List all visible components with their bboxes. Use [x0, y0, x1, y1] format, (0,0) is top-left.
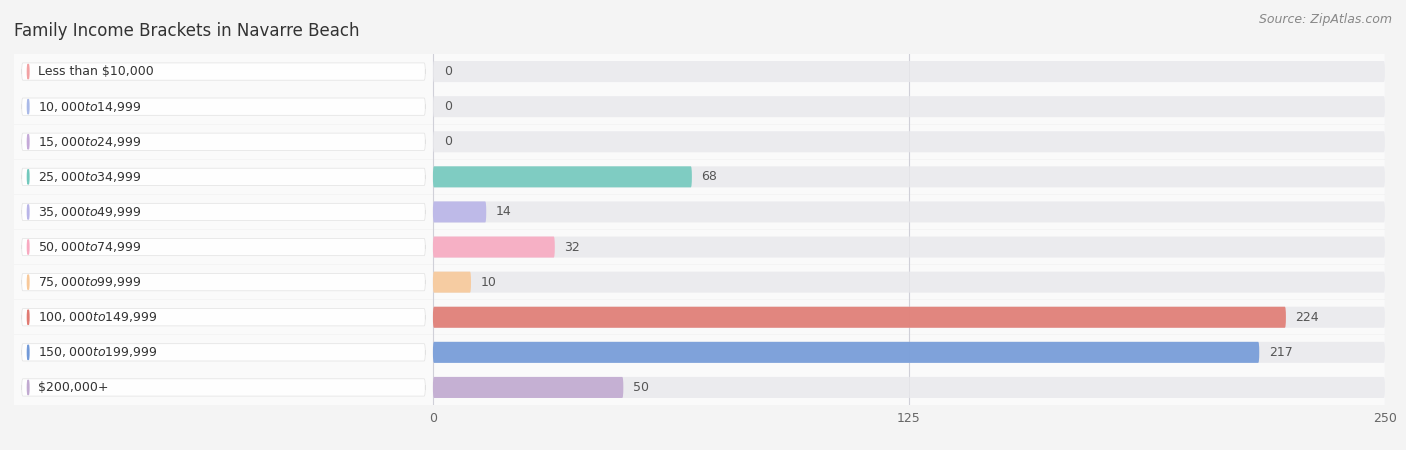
Text: 50: 50	[633, 381, 648, 394]
Circle shape	[27, 275, 30, 289]
FancyBboxPatch shape	[21, 203, 426, 220]
Text: 224: 224	[1295, 311, 1319, 324]
FancyBboxPatch shape	[433, 272, 471, 292]
FancyBboxPatch shape	[433, 272, 1385, 292]
Text: 68: 68	[702, 171, 717, 183]
Circle shape	[27, 310, 30, 324]
Circle shape	[27, 64, 30, 79]
FancyBboxPatch shape	[433, 61, 1385, 82]
Text: 14: 14	[496, 206, 512, 218]
FancyBboxPatch shape	[21, 379, 426, 396]
Text: $75,000 to $99,999: $75,000 to $99,999	[38, 275, 142, 289]
Text: 0: 0	[444, 135, 453, 148]
FancyBboxPatch shape	[433, 166, 1385, 187]
Circle shape	[27, 170, 30, 184]
FancyBboxPatch shape	[433, 377, 623, 398]
FancyBboxPatch shape	[433, 131, 1385, 152]
FancyBboxPatch shape	[14, 300, 1385, 334]
Text: 217: 217	[1268, 346, 1292, 359]
FancyBboxPatch shape	[14, 195, 1385, 229]
FancyBboxPatch shape	[14, 160, 1385, 194]
FancyBboxPatch shape	[14, 90, 1385, 124]
FancyBboxPatch shape	[21, 274, 426, 291]
Circle shape	[27, 380, 30, 395]
FancyBboxPatch shape	[14, 54, 1385, 89]
Text: 0: 0	[444, 100, 453, 113]
Text: $25,000 to $34,999: $25,000 to $34,999	[38, 170, 142, 184]
FancyBboxPatch shape	[21, 63, 426, 80]
Text: Source: ZipAtlas.com: Source: ZipAtlas.com	[1258, 14, 1392, 27]
FancyBboxPatch shape	[14, 335, 1385, 369]
Text: Family Income Brackets in Navarre Beach: Family Income Brackets in Navarre Beach	[14, 22, 360, 40]
FancyBboxPatch shape	[21, 344, 426, 361]
FancyBboxPatch shape	[433, 342, 1385, 363]
FancyBboxPatch shape	[433, 307, 1286, 328]
Text: $35,000 to $49,999: $35,000 to $49,999	[38, 205, 142, 219]
Text: $50,000 to $74,999: $50,000 to $74,999	[38, 240, 142, 254]
Text: $100,000 to $149,999: $100,000 to $149,999	[38, 310, 157, 324]
FancyBboxPatch shape	[14, 125, 1385, 159]
FancyBboxPatch shape	[433, 96, 1385, 117]
FancyBboxPatch shape	[21, 168, 426, 185]
FancyBboxPatch shape	[433, 166, 692, 187]
FancyBboxPatch shape	[21, 133, 426, 150]
Text: $15,000 to $24,999: $15,000 to $24,999	[38, 135, 142, 149]
FancyBboxPatch shape	[433, 307, 1385, 328]
Text: 10: 10	[481, 276, 496, 288]
Circle shape	[27, 99, 30, 114]
FancyBboxPatch shape	[433, 377, 1385, 398]
FancyBboxPatch shape	[433, 237, 1385, 257]
FancyBboxPatch shape	[14, 265, 1385, 299]
Circle shape	[27, 345, 30, 360]
Text: 32: 32	[564, 241, 581, 253]
FancyBboxPatch shape	[14, 230, 1385, 264]
Circle shape	[27, 240, 30, 254]
Text: $10,000 to $14,999: $10,000 to $14,999	[38, 99, 142, 114]
Text: Less than $10,000: Less than $10,000	[38, 65, 155, 78]
FancyBboxPatch shape	[21, 98, 426, 115]
FancyBboxPatch shape	[21, 238, 426, 256]
FancyBboxPatch shape	[433, 342, 1260, 363]
FancyBboxPatch shape	[21, 309, 426, 326]
FancyBboxPatch shape	[433, 237, 555, 257]
Text: $200,000+: $200,000+	[38, 381, 110, 394]
FancyBboxPatch shape	[433, 202, 486, 222]
FancyBboxPatch shape	[14, 370, 1385, 405]
FancyBboxPatch shape	[433, 202, 1385, 222]
Text: 0: 0	[444, 65, 453, 78]
Circle shape	[27, 135, 30, 149]
Text: $150,000 to $199,999: $150,000 to $199,999	[38, 345, 157, 360]
Circle shape	[27, 205, 30, 219]
